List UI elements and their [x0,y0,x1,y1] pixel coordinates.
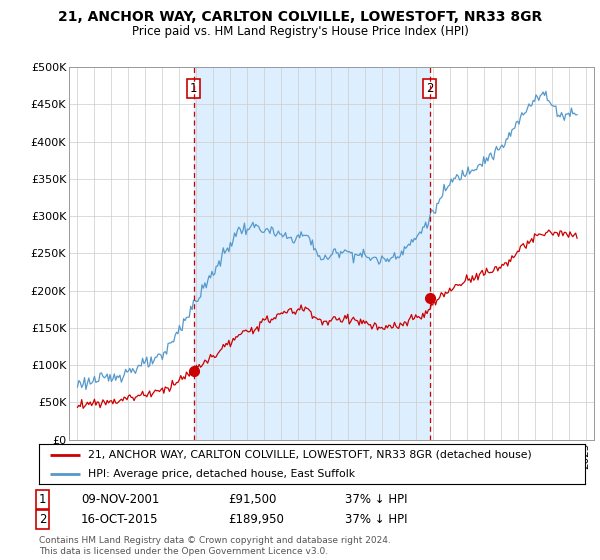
Text: Contains HM Land Registry data © Crown copyright and database right 2024.
This d: Contains HM Land Registry data © Crown c… [39,536,391,556]
Text: 21, ANCHOR WAY, CARLTON COLVILLE, LOWESTOFT, NR33 8GR: 21, ANCHOR WAY, CARLTON COLVILLE, LOWEST… [58,10,542,24]
Text: 09-NOV-2001: 09-NOV-2001 [81,493,160,506]
Text: 37% ↓ HPI: 37% ↓ HPI [345,513,407,526]
Text: £91,500: £91,500 [228,493,277,506]
Text: 2: 2 [426,82,433,95]
Text: £189,950: £189,950 [228,513,284,526]
Text: HPI: Average price, detached house, East Suffolk: HPI: Average price, detached house, East… [88,469,355,478]
Text: 2: 2 [39,513,47,526]
Bar [194,67,430,440]
Text: 1: 1 [39,493,47,506]
Text: Price paid vs. HM Land Registry's House Price Index (HPI): Price paid vs. HM Land Registry's House … [131,25,469,38]
Text: 37% ↓ HPI: 37% ↓ HPI [345,493,407,506]
Text: 16-OCT-2015: 16-OCT-2015 [81,513,158,526]
Text: 21, ANCHOR WAY, CARLTON COLVILLE, LOWESTOFT, NR33 8GR (detached house): 21, ANCHOR WAY, CARLTON COLVILLE, LOWEST… [88,450,532,460]
Text: 1: 1 [190,82,197,95]
